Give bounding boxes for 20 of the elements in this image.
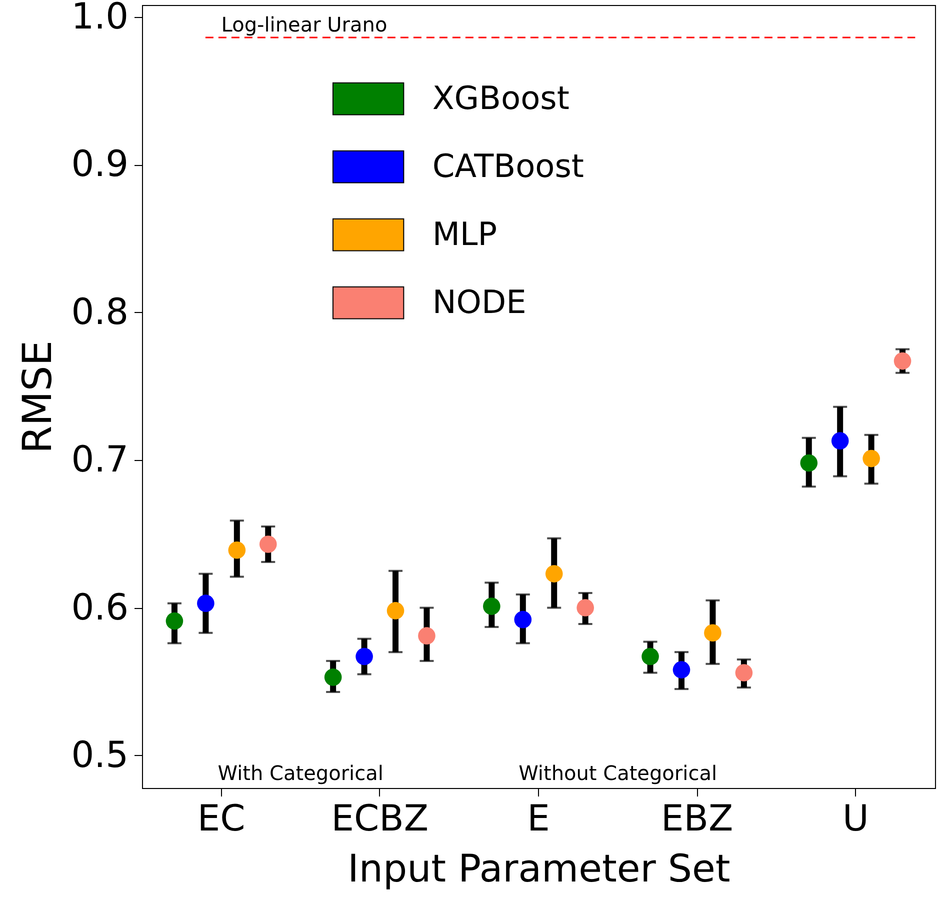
y-tick-label: 0.9 bbox=[71, 144, 128, 186]
y-tick-label: 0.8 bbox=[71, 292, 128, 333]
y-tick-label: 0.5 bbox=[71, 735, 128, 776]
x-axis-title: Input Parameter Set bbox=[348, 846, 730, 890]
legend-label: MLP bbox=[432, 214, 498, 253]
x-tick-label: U bbox=[842, 798, 869, 840]
x-tick-label: ECBZ bbox=[331, 798, 429, 840]
y-tick-label: 0.7 bbox=[71, 440, 128, 481]
y-tick-label: 0.6 bbox=[71, 587, 128, 628]
legend-label: XGBoost bbox=[432, 78, 570, 117]
annotation: With Categorical bbox=[218, 761, 384, 785]
y-tick-label: 1.0 bbox=[71, 0, 128, 38]
x-tick-label: EC bbox=[197, 798, 246, 840]
y-axis-title: RMSE bbox=[15, 340, 62, 454]
x-tick-label: EBZ bbox=[661, 798, 734, 840]
legend-label: CATBoost bbox=[432, 146, 584, 185]
x-tick-label: E bbox=[527, 798, 550, 840]
legend-label: NODE bbox=[432, 282, 526, 321]
ref-line-label: Log-linear Urano bbox=[221, 12, 388, 36]
annotation: Without Categorical bbox=[518, 761, 718, 785]
